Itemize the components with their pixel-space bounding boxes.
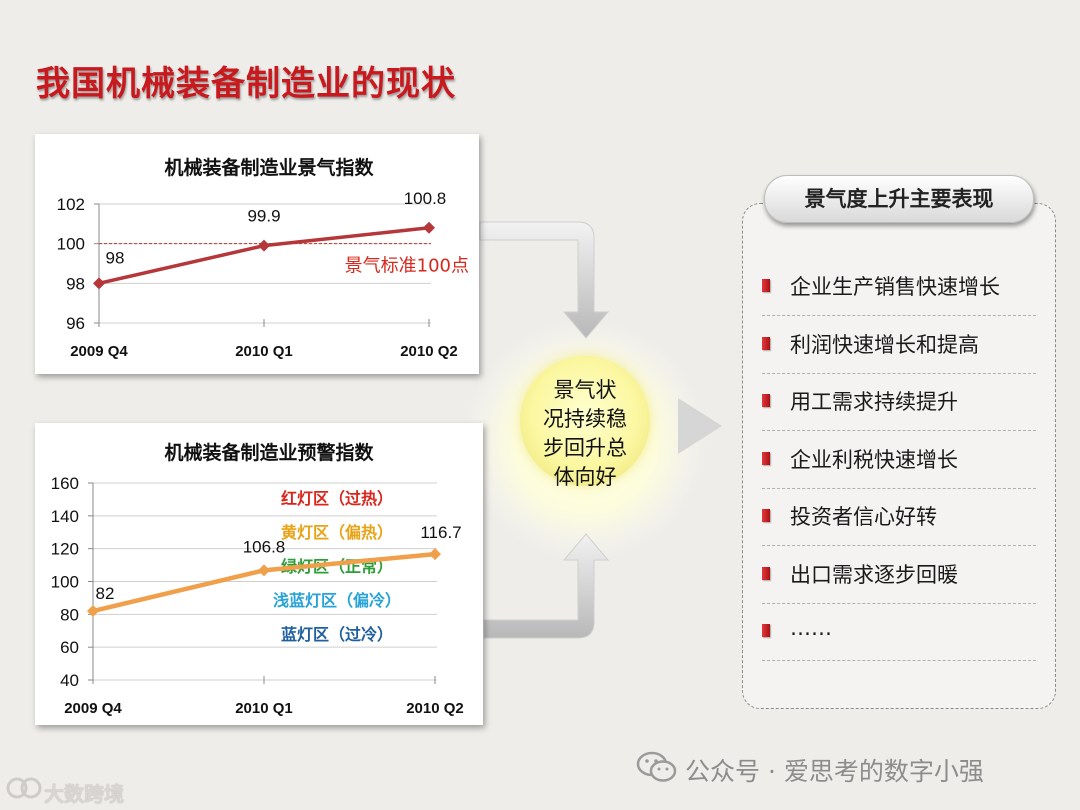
side-panel-header: 景气度上升主要表现: [764, 175, 1034, 223]
data-label: 106.8: [243, 537, 286, 556]
y-tick-label: 40: [60, 671, 79, 690]
x-tick-label: 2010 Q2: [406, 700, 464, 717]
list-item: ……: [762, 604, 1036, 661]
x-tick-label: 2009 Q4: [64, 700, 122, 717]
y-tick-label: 100: [51, 573, 79, 592]
warning-index-chart-card: 机械装备制造业预警指数 40 60 80 100 120 140 160 2009 Q4 2010…: [35, 423, 483, 725]
y-tick-label: 60: [60, 638, 79, 657]
list-item-text: 用工需求持续提升: [790, 390, 958, 414]
data-label: 98: [106, 248, 125, 267]
y-tick-label: 120: [51, 540, 79, 559]
x-tick-label: 2010 Q1: [235, 343, 293, 360]
list-item-text: 企业生产销售快速增长: [790, 275, 1000, 299]
y-tick-label: 102: [57, 195, 85, 214]
data-point: [87, 605, 99, 618]
data-label: 99.9: [247, 207, 280, 226]
y-tick-label: 160: [51, 474, 79, 493]
side-panel: [742, 203, 1056, 709]
data-point: [258, 564, 270, 577]
center-line: 景气状: [553, 378, 617, 402]
x-tick-label: 2010 Q1: [235, 700, 293, 717]
list-item-text: 利润快速增长和提高: [790, 332, 979, 357]
bullet-icon: [762, 279, 770, 292]
bullet-icon: [762, 451, 770, 465]
list-item-text: 投资者信心好转: [790, 505, 937, 529]
bullet-icon: [762, 566, 770, 580]
zone-label: 黄灯区（偏热）: [281, 523, 393, 542]
data-point: [429, 548, 441, 561]
chart-title: 机械装备制造业预警指数: [164, 441, 374, 464]
list-item-text: 出口需求逐步回暖: [790, 562, 958, 587]
bullet-icon: [762, 624, 770, 637]
y-tick-label: 100: [57, 235, 85, 254]
zone-label: 蓝灯区（过冷）: [281, 625, 393, 644]
bullet-icon: [762, 394, 770, 407]
data-label: 116.7: [420, 523, 461, 542]
center-summary: 景气状 况持续稳 步回升总 体向好: [520, 376, 650, 492]
list-item: 利润快速增长和提高: [762, 317, 1036, 374]
y-tick-label: 140: [51, 507, 79, 526]
bullet-icon: [762, 336, 770, 350]
corner-logo-icon: [6, 777, 42, 799]
wechat-watermark: 公众号 · 爱思考的数字小强: [685, 757, 984, 786]
right-flow-arrow: [678, 398, 722, 454]
center-line: 况持续稳: [543, 407, 627, 431]
y-tick-label: 98: [66, 274, 85, 293]
data-point: [423, 221, 435, 234]
boom-index-chart-card: 机械装备制造业景气指数 96 98 100 102 2009 Q4 2010 Q1 2010 …: [35, 134, 479, 374]
center-line: 步回升总: [543, 436, 627, 460]
list-item: 投资者信心好转: [762, 489, 1036, 546]
list-item: 企业利税快速增长: [762, 432, 1036, 489]
center-circle: [520, 356, 650, 486]
x-tick-label: 2009 Q4: [70, 343, 128, 360]
list-item: 出口需求逐步回暖: [762, 547, 1036, 604]
data-point: [93, 277, 105, 290]
y-tick-label: 80: [60, 605, 79, 624]
zone-label: 红灯区（过热）: [281, 489, 393, 508]
zone-label: 浅蓝灯区（偏冷）: [273, 591, 401, 610]
list-item: 企业生产销售快速增长: [762, 259, 1036, 316]
chart-title: 机械装备制造业景气指数: [164, 156, 374, 179]
top-flow-arrow: [479, 221, 610, 339]
corner-watermark: 大数跨境: [44, 782, 124, 806]
y-tick-label: 96: [66, 314, 85, 333]
boom-index-chart: 机械装备制造业景气指数 96 98 100 102 2009 Q4 2010 Q1 2010 …: [57, 156, 469, 360]
data-label: 100.8: [404, 189, 447, 208]
center-line: 体向好: [553, 465, 617, 489]
bottom-flow-arrow: [483, 533, 610, 639]
data-point: [258, 239, 270, 252]
bullet-icon: [762, 509, 770, 522]
wechat-icon: [636, 751, 677, 782]
list-item: 用工需求持续提升: [762, 374, 1036, 431]
page-title: 我国机械装备制造业的现状: [36, 64, 456, 104]
reference-line-label: 景气标准100点: [345, 256, 469, 277]
list-item-text: 企业利税快速增长: [790, 447, 958, 472]
list-item-text: ……: [790, 616, 832, 640]
x-tick-label: 2010 Q2: [400, 343, 458, 360]
data-label: 82: [96, 584, 115, 603]
warning-index-chart: 机械装备制造业预警指数 40 60 80 100 120 140 160 2009 Q4 2010…: [51, 441, 464, 717]
